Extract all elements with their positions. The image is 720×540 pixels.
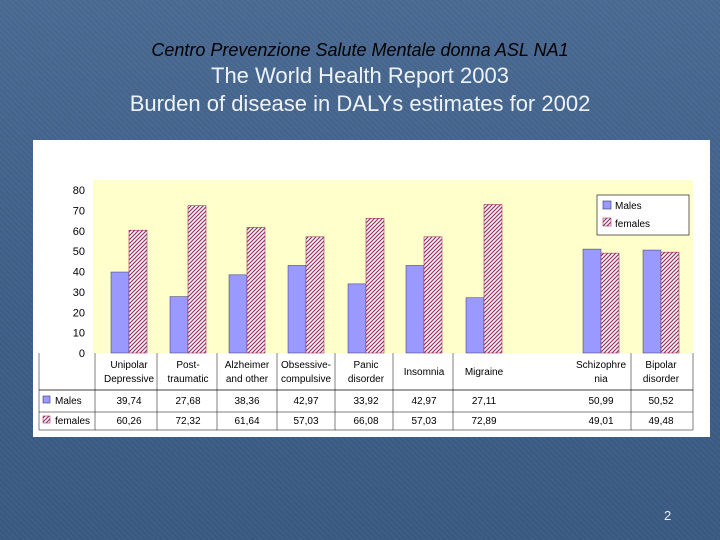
slide-title-line-1: The World Health Report 2003 bbox=[211, 63, 509, 88]
table-value: 33,92 bbox=[353, 396, 378, 407]
category-label: Depressive bbox=[104, 374, 154, 385]
table-value: 72,89 bbox=[471, 416, 496, 427]
bar-females bbox=[187, 205, 207, 354]
table-value: 61,64 bbox=[234, 416, 259, 427]
bar-females bbox=[423, 236, 443, 354]
category-label: disorder bbox=[348, 374, 385, 385]
legend-key-males bbox=[602, 200, 612, 210]
bar-males bbox=[642, 249, 662, 354]
slide-header: Centro Prevenzione Salute Mentale donna … bbox=[0, 40, 720, 117]
bar-females bbox=[305, 236, 325, 354]
table-key-females bbox=[42, 415, 51, 424]
slide-number: 2 bbox=[664, 508, 672, 523]
table-value: 49,48 bbox=[648, 416, 673, 427]
table-value: 38,36 bbox=[234, 396, 259, 407]
y-tick-label: 30 bbox=[73, 287, 85, 299]
table-value: 42,97 bbox=[411, 396, 436, 407]
legend-label-males: Males bbox=[615, 201, 642, 212]
category-label: Insomnia bbox=[404, 367, 445, 378]
category-label: Bipolar bbox=[645, 360, 677, 371]
y-tick-label: 60 bbox=[73, 226, 85, 238]
table-value: 72,32 bbox=[175, 416, 200, 427]
category-label: Schizophre bbox=[576, 360, 626, 371]
chart-panel: 0 10 20 30 40 50 60 70 80 Unipolar Depressive Post-… bbox=[33, 140, 710, 437]
bar-chart: 0 10 20 30 40 50 60 70 80 Unipolar Depressive Post-… bbox=[38, 180, 694, 431]
category-label: nia bbox=[594, 374, 608, 385]
table-series-label: females bbox=[55, 416, 90, 427]
category-label: disorder bbox=[643, 374, 680, 385]
table-value: 57,03 bbox=[411, 416, 436, 427]
category-label: Unipolar bbox=[110, 360, 148, 371]
y-tick-label: 40 bbox=[73, 267, 85, 279]
table-value: 50,52 bbox=[648, 396, 673, 407]
slide-subtitle: Centro Prevenzione Salute Mentale donna … bbox=[151, 40, 569, 60]
bar-males bbox=[287, 265, 307, 354]
bar-males bbox=[110, 271, 130, 354]
category-label: Obsessive- bbox=[281, 360, 331, 371]
bar-females bbox=[128, 229, 148, 354]
bar-males bbox=[582, 248, 602, 354]
table-series-label: Males bbox=[55, 396, 82, 407]
y-tick-label: 70 bbox=[73, 205, 85, 217]
y-tick-label: 10 bbox=[73, 328, 85, 340]
legend-label-females: females bbox=[615, 219, 650, 230]
slide-title-line-2: Burden of disease in DALYs estimates for… bbox=[129, 91, 591, 116]
category-label: Alzheimer bbox=[225, 360, 270, 371]
bar-males bbox=[405, 265, 425, 354]
category-label: traumatic bbox=[167, 374, 208, 385]
legend-key-females bbox=[602, 217, 612, 227]
table-value: 27,68 bbox=[175, 396, 200, 407]
category-label: Post- bbox=[176, 360, 199, 371]
bar-females bbox=[660, 251, 680, 354]
bar-females bbox=[365, 218, 385, 354]
category-label: compulsive bbox=[281, 374, 331, 385]
category-label: and other bbox=[226, 374, 269, 385]
bar-males bbox=[347, 283, 367, 354]
y-tick-label: 0 bbox=[79, 348, 85, 360]
table-value: 42,97 bbox=[293, 396, 318, 407]
y-tick-label: 50 bbox=[73, 246, 85, 258]
category-label: Migraine bbox=[465, 367, 504, 378]
bar-males bbox=[169, 296, 189, 354]
table-value: 39,74 bbox=[116, 396, 141, 407]
table-value: 57,03 bbox=[293, 416, 318, 427]
table-value: 60,26 bbox=[116, 416, 141, 427]
category-label: Panic bbox=[353, 360, 378, 371]
bar-females bbox=[246, 227, 266, 354]
table-value: 27,11 bbox=[472, 396, 497, 407]
table-value: 49,01 bbox=[588, 416, 613, 427]
table-key-males bbox=[42, 395, 51, 404]
bar-females bbox=[600, 252, 620, 354]
legend bbox=[596, 194, 690, 236]
table-value: 50,99 bbox=[588, 396, 613, 407]
bar-males bbox=[465, 297, 485, 354]
table-value: 66,08 bbox=[353, 416, 378, 427]
bar-males bbox=[228, 274, 248, 354]
y-tick-label: 80 bbox=[73, 185, 85, 197]
bar-females bbox=[483, 204, 503, 354]
y-tick-label: 20 bbox=[73, 307, 85, 319]
